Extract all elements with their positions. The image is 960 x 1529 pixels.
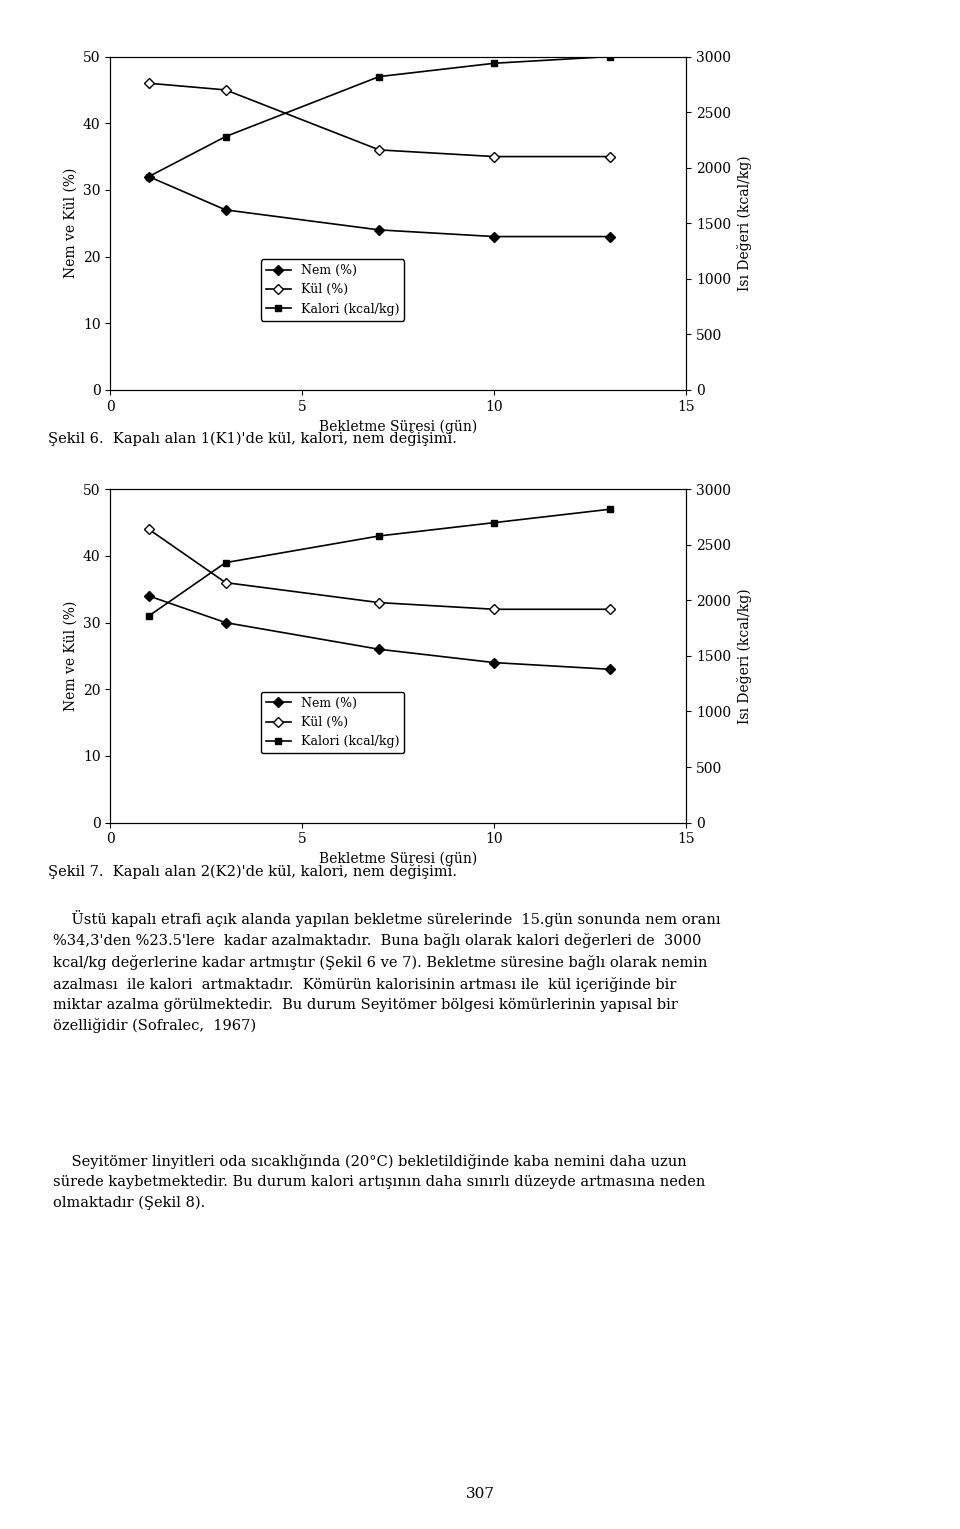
Y-axis label: Isı Değeri (kcal/kg): Isı Değeri (kcal/kg): [737, 156, 752, 291]
Y-axis label: Isı Değeri (kcal/kg): Isı Değeri (kcal/kg): [737, 589, 752, 723]
Legend: Nem (%), Kül (%), Kalori (kcal/kg): Nem (%), Kül (%), Kalori (kcal/kg): [261, 258, 404, 321]
X-axis label: Bekletme Süresi (gün): Bekletme Süresi (gün): [320, 852, 477, 867]
Y-axis label: Nem ve Kül (%): Nem ve Kül (%): [63, 168, 78, 278]
Text: 307: 307: [466, 1488, 494, 1501]
Text: Şekil 6.  Kapalı alan 1(K1)'de kül, kalori, nem değişimi.: Şekil 6. Kapalı alan 1(K1)'de kül, kalor…: [48, 431, 457, 446]
Y-axis label: Nem ve Kül (%): Nem ve Kül (%): [63, 601, 78, 711]
Text: Seyitömer linyitleri oda sıcaklığında (20°C) bekletildiğinde kaba nemini daha uz: Seyitömer linyitleri oda sıcaklığında (2…: [53, 1154, 706, 1209]
Legend: Nem (%), Kül (%), Kalori (kcal/kg): Nem (%), Kül (%), Kalori (kcal/kg): [261, 691, 404, 754]
X-axis label: Bekletme Süresi (gün): Bekletme Süresi (gün): [320, 419, 477, 434]
Text: Şekil 7.  Kapalı alan 2(K2)'de kül, kalori, nem değişimi.: Şekil 7. Kapalı alan 2(K2)'de kül, kalor…: [48, 864, 457, 879]
Text: Üstü kapalı etrafi açık alanda yapılan bekletme sürelerinde  15.gün sonunda nem : Üstü kapalı etrafi açık alanda yapılan b…: [53, 910, 720, 1034]
